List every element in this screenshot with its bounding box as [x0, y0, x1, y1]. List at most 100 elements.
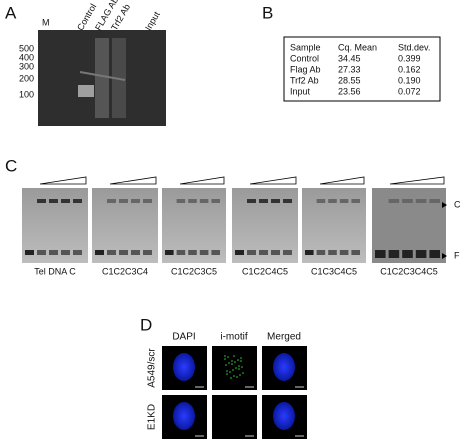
table-header: Cq. Mean — [338, 42, 377, 52]
marker-label: M — [42, 17, 50, 27]
row-label: E1KD — [147, 404, 158, 430]
nucleus — [273, 402, 295, 430]
signal-dot — [240, 360, 242, 362]
gel-smear — [95, 38, 109, 118]
free-band — [429, 250, 440, 258]
complex-band — [61, 199, 70, 203]
panel-letter: A — [5, 3, 17, 22]
complex-band — [107, 199, 116, 203]
complex-band — [247, 199, 256, 203]
complex-band — [328, 199, 337, 203]
table-header: Std.dev. — [398, 42, 430, 52]
lane-label: C1C2C3C5 — [171, 266, 217, 276]
complex-band — [351, 199, 360, 203]
complex-band — [119, 199, 128, 203]
complex-band — [73, 199, 82, 203]
free-band — [247, 250, 256, 255]
lane-label: C1C2C4C5 — [242, 266, 288, 276]
free-band — [328, 250, 337, 255]
signal-dot — [224, 358, 226, 360]
ladder-label: 200 — [19, 73, 34, 83]
table-cell: Input — [290, 86, 311, 96]
signal-dot — [230, 377, 232, 379]
free-band — [305, 250, 314, 255]
free-band — [95, 250, 104, 255]
free-band — [271, 250, 280, 255]
complex-band — [339, 199, 349, 203]
ladder-label: 300 — [19, 61, 34, 71]
titration-triangle — [249, 176, 297, 185]
panel-letter: C — [5, 156, 17, 175]
nucleus — [273, 353, 295, 381]
table-cell: 0.399 — [398, 53, 421, 63]
free-band — [73, 250, 82, 255]
free-band — [49, 250, 58, 255]
free-band — [119, 250, 128, 255]
signal-dot — [228, 362, 230, 364]
table-cell: 0.162 — [398, 64, 421, 74]
ladder-label: 400 — [19, 52, 34, 62]
complex-band — [316, 199, 326, 203]
table-cell: 27.33 — [338, 64, 361, 74]
table-border — [283, 36, 441, 102]
table-cell: Control — [290, 53, 319, 63]
panel-letter: B — [262, 3, 273, 22]
table-header: Sample — [290, 42, 321, 52]
gel-band — [78, 85, 94, 97]
signal-dot — [242, 372, 244, 374]
free-band — [61, 250, 70, 255]
complex-band — [143, 199, 152, 203]
free-band — [235, 250, 244, 255]
signal-dot — [238, 365, 240, 367]
free-band — [25, 250, 34, 255]
arrow — [442, 202, 447, 208]
signal-dot — [231, 360, 233, 362]
table-cell: 0.072 — [398, 86, 421, 96]
column-label: i-motif — [220, 332, 247, 343]
free-band — [283, 250, 292, 255]
free-band — [316, 250, 326, 255]
complex-band — [283, 199, 292, 203]
complex-band — [37, 199, 46, 203]
panel-letter: D — [140, 315, 152, 334]
column-label: DAPI — [172, 332, 195, 343]
signal-dot — [237, 359, 239, 361]
complex-band — [199, 199, 209, 203]
signal-dot — [226, 373, 228, 375]
signal-dot — [225, 364, 227, 366]
signal-dot — [240, 357, 242, 359]
band-label: F — [454, 250, 460, 260]
table-cell: Trf2 Ab — [290, 75, 319, 85]
free-band — [165, 250, 174, 255]
titration-triangle — [319, 176, 365, 185]
free-band — [375, 250, 386, 258]
free-band — [131, 250, 140, 255]
complex-band — [402, 199, 413, 203]
row-label: A549/scr — [147, 348, 158, 388]
lane-label: Tel DNA C — [34, 266, 76, 276]
signal-dot — [239, 374, 241, 376]
complex-band — [131, 199, 140, 203]
table-cell: 34.45 — [338, 53, 361, 63]
ladder-label: 500 — [19, 43, 34, 53]
signal-dot — [231, 363, 233, 365]
arrow — [442, 253, 447, 259]
complex-band — [188, 199, 197, 203]
table-cell: Flag Ab — [290, 64, 321, 74]
signal-dot — [233, 355, 235, 357]
free-band — [211, 250, 220, 255]
nucleus — [173, 402, 195, 430]
signal-dot — [234, 361, 236, 363]
gel-band — [79, 71, 126, 81]
nucleus — [173, 353, 195, 381]
signal-dot — [235, 367, 237, 369]
titration-triangle — [389, 176, 445, 185]
complex-band — [415, 199, 427, 203]
free-band — [188, 250, 197, 255]
free-band — [37, 250, 46, 255]
ladder-label: 100 — [19, 89, 34, 99]
free-band — [199, 250, 209, 255]
complex-band — [49, 199, 58, 203]
free-band — [339, 250, 349, 255]
table-cell: 28.55 — [338, 75, 361, 85]
